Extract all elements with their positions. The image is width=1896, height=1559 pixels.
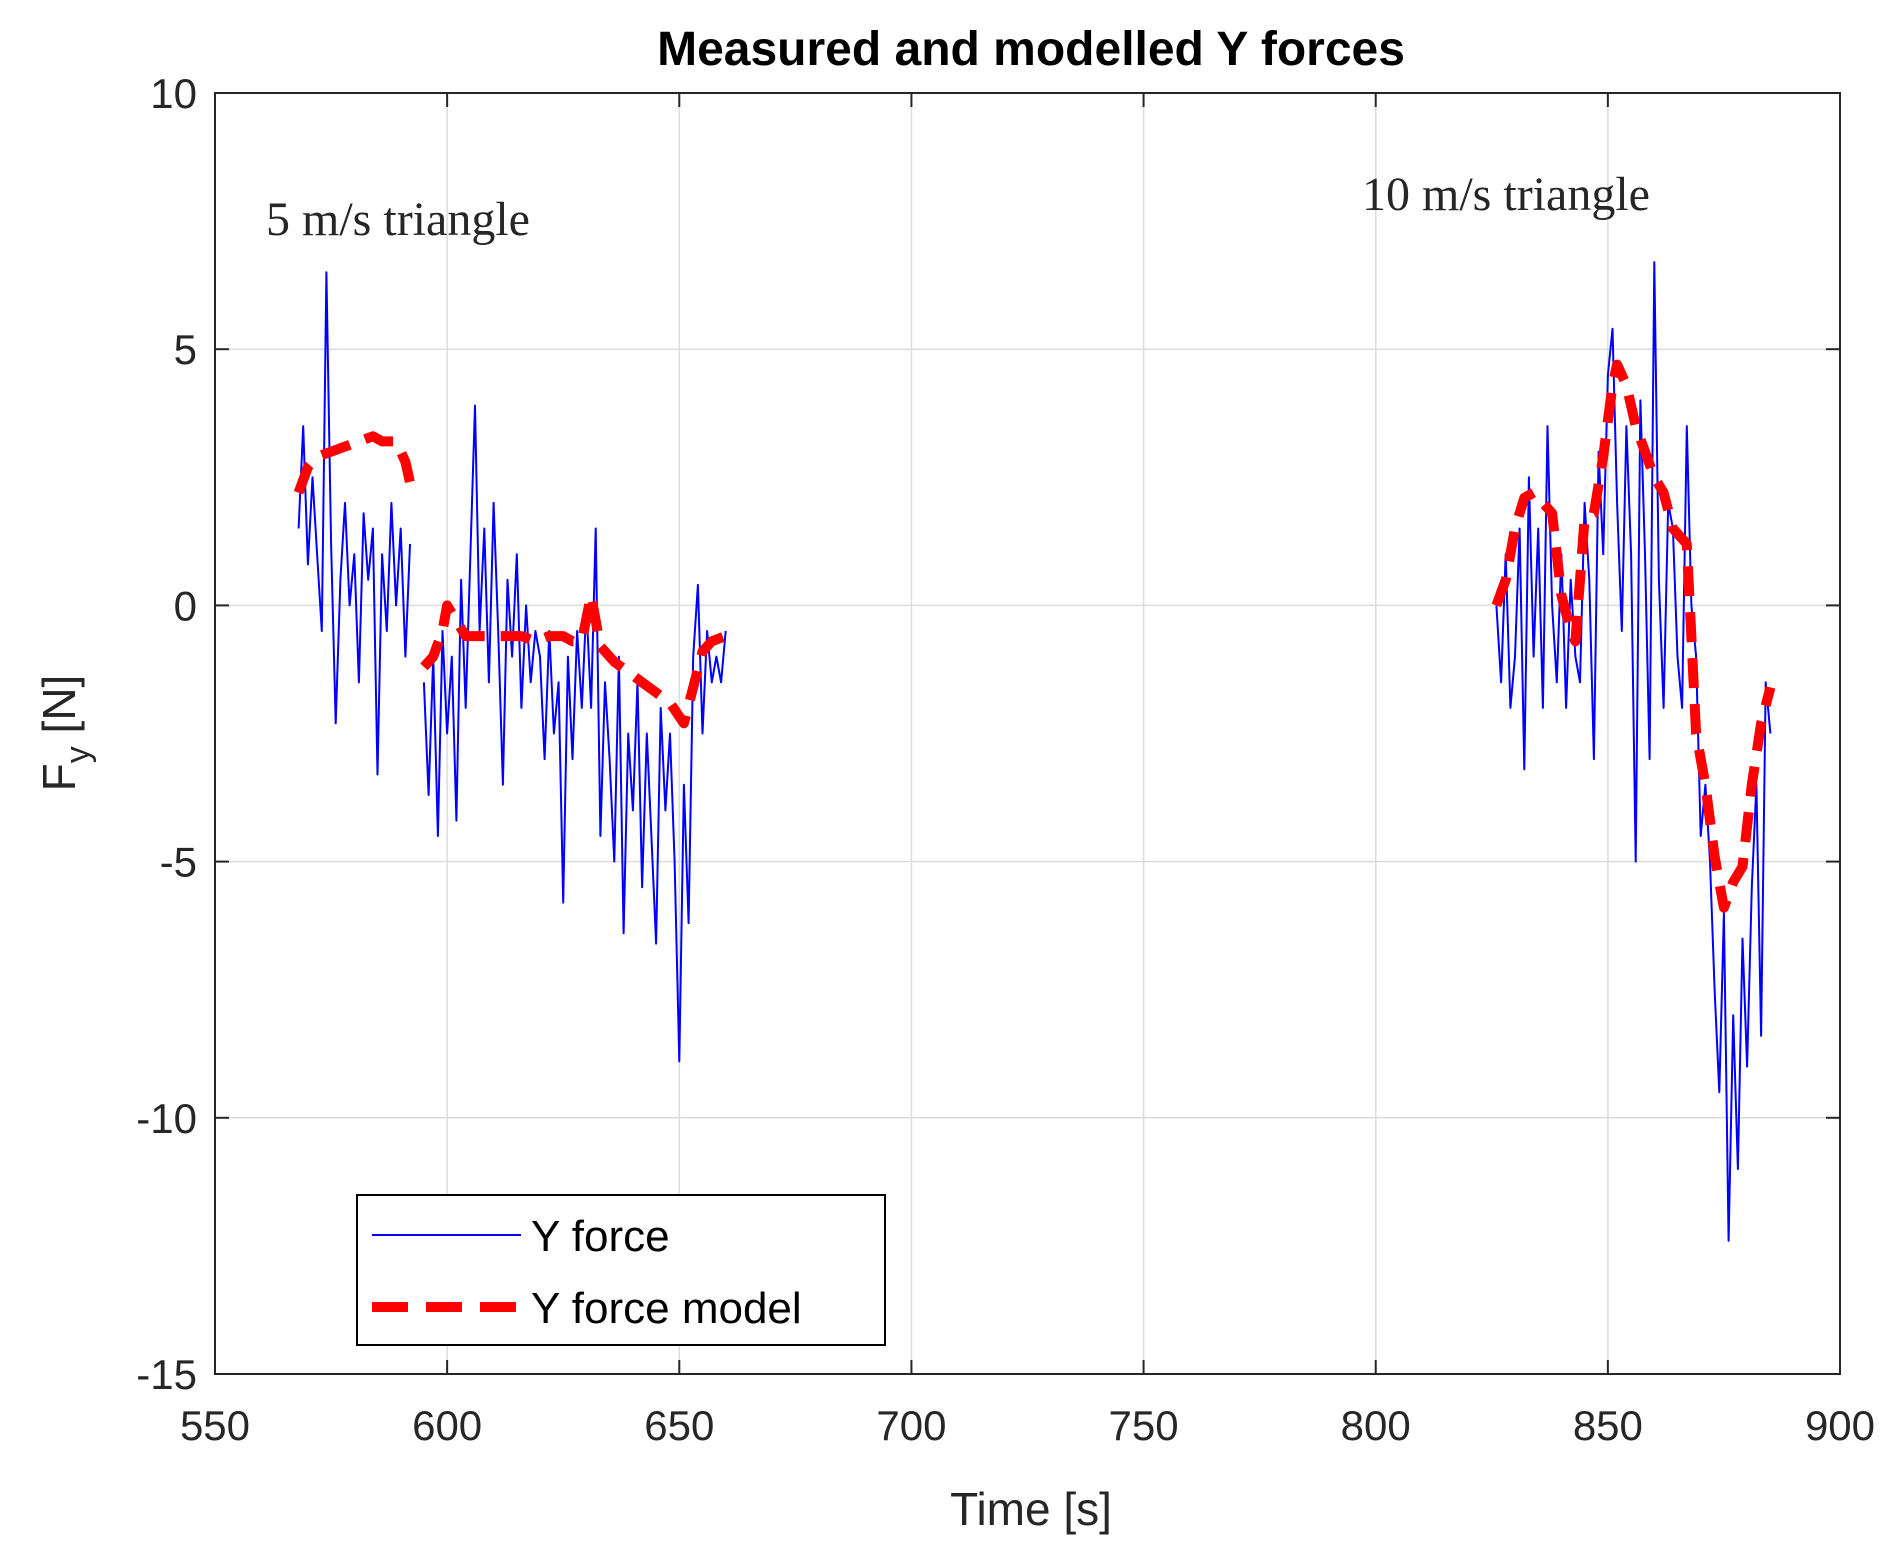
force-line-segment (1495, 261, 1772, 1242)
y-axis-label-main: F (33, 763, 85, 791)
tick-marks (214, 92, 1841, 1375)
plot-area (214, 92, 1841, 1375)
x-axis-label: Time [s] (950, 1483, 1112, 1535)
y-tick-labels: -15 -10 -5 0 5 10 (136, 70, 197, 1398)
force-line-segment (422, 404, 727, 1063)
y-axis-label-subscript: y (59, 746, 97, 763)
x-tick-label: 600 (412, 1402, 482, 1449)
x-tick-label: 900 (1805, 1402, 1875, 1449)
y-tick-label: -10 (136, 1095, 197, 1142)
x-tick-label: 650 (644, 1402, 714, 1449)
y-tick-label: 5 (174, 326, 197, 373)
series-layer (293, 261, 1776, 1242)
legend-label-y-force: Y force (531, 1212, 670, 1261)
x-tick-labels: 550 600 650 700 750 800 850 900 (180, 1402, 1875, 1449)
x-tick-label: 700 (876, 1402, 946, 1449)
series-y-force-model (293, 359, 1776, 913)
x-tick-label: 850 (1573, 1402, 1643, 1449)
force-line-segment (297, 271, 411, 776)
y-axis-label: Fy [N] (33, 675, 97, 792)
x-tick-label: 800 (1341, 1402, 1411, 1449)
y-tick-label: -15 (136, 1351, 197, 1398)
legend-box (356, 1194, 886, 1346)
y-tick-label: -5 (160, 839, 197, 886)
model-line-segment (1491, 359, 1776, 913)
annotation-10ms-triangle: 10 m/s triangle (1362, 168, 1650, 221)
plot-background (215, 93, 1840, 1374)
y-tick-label: 10 (150, 70, 197, 117)
annotation-5ms-triangle: 5 m/s triangle (266, 193, 530, 246)
model-line-segment (420, 590, 728, 729)
x-tick-label: 750 (1109, 1402, 1179, 1449)
plot-frame (214, 92, 1841, 1375)
y-axis-label-unit: [N] (33, 675, 85, 747)
y-tick-label: 0 (174, 582, 197, 629)
series-y-force (297, 261, 1772, 1242)
legend: Y force Y force model (356, 1194, 886, 1346)
legend-label-y-force-model: Y force model (531, 1284, 802, 1333)
chart-title: Measured and modelled Y forces (657, 23, 1405, 76)
x-tick-label: 550 (180, 1402, 250, 1449)
